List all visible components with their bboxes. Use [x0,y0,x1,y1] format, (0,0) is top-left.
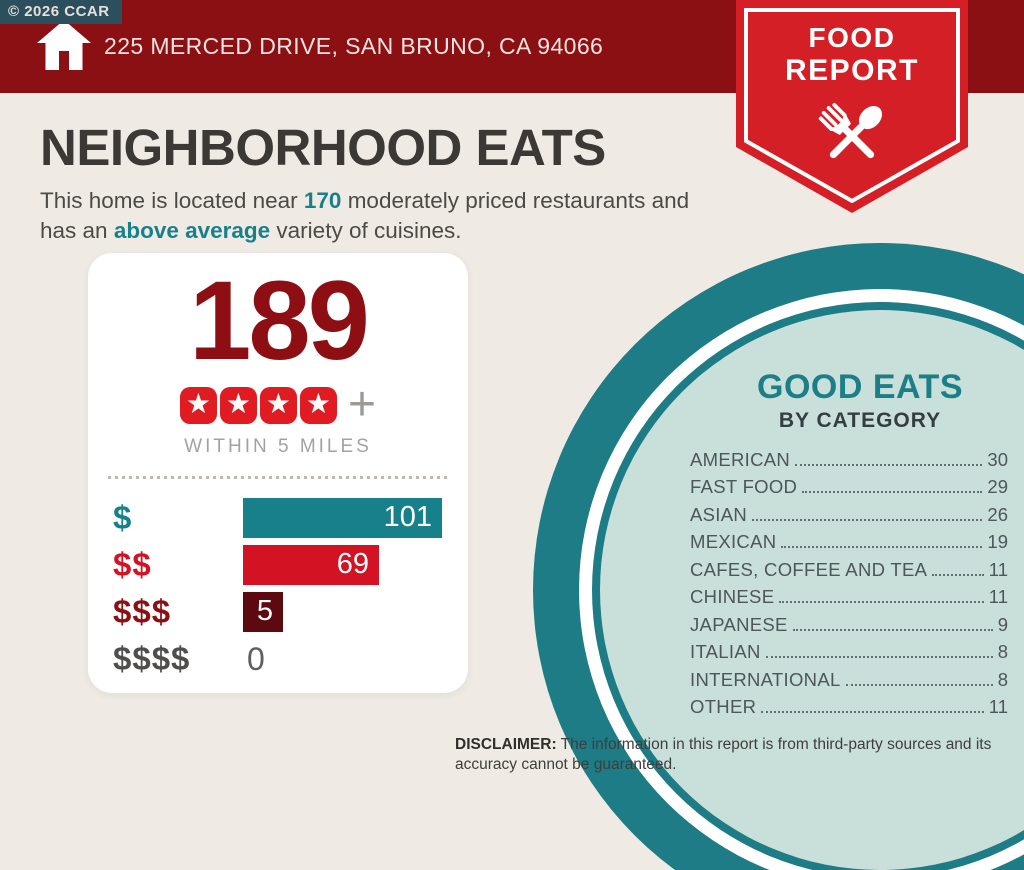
plus-icon: + [347,378,377,431]
category-value: 30 [987,448,1008,470]
good-eats-subtitle: BY CATEGORY [778,409,942,432]
restaurant-stats-card: 189 ★ ★ ★ ★ + WITHIN 5 MILES $101 $$ 69 $$$ 5 $$$… [88,253,468,693]
home-icon [36,17,92,75]
restaurant-count-highlight: 170 [303,188,342,213]
price-tier-label: $$$ [113,592,172,630]
category-value: 29 [987,476,1008,497]
ribbon-title-report: REPORT [784,54,919,87]
category-name: OTHER [690,696,757,717]
category-value: 11 [988,586,1008,607]
intro-line-2: has an above average variety of cuisines… [40,218,462,244]
dotted-leader [752,518,983,521]
category-name: ITALIAN [690,641,761,662]
bar-area: 101 [243,497,442,538]
good-eats-circle [600,310,1024,870]
food-report-ribbon: FOOD REPORT [736,0,968,215]
dotted-leader [795,463,983,466]
category-value: 8 [997,668,1008,690]
category-name: CAFES, COFFEE AND TEA [690,558,928,580]
price-tier-label: $$ [113,545,152,583]
spoon-fork-icon [736,94,968,183]
dotted-leader [845,683,993,686]
category-row: OTHER 11 [690,691,1008,719]
price-tier-label: $ [113,498,133,536]
category-name: CHINESE [690,586,775,607]
property-address: 225 MERCED DRIVE, SAN BRUNO, CA 94066 [104,33,604,59]
price-bar: 5 [243,591,283,632]
category-value: 11 [988,696,1008,717]
bar-area: 0 [243,639,442,679]
category-row: MEXICAN 19 [690,526,1008,554]
category-row: AMERICAN 30 [690,443,1008,471]
category-row: CAFES, COFFEE AND TEA 11 [690,553,1008,581]
dotted-leader [779,601,984,603]
good-eats-heading: GOOD EATS BY CATEGORY [640,368,1024,433]
category-name: AMERICAN [690,448,791,470]
dotted-leader [761,711,984,713]
disclaimer-text: DISCLAIMER: The information in this repo… [455,736,992,774]
radius-label: WITHIN 5 MILES [184,436,372,457]
star-icon: ★ [299,386,337,424]
variety-highlight: above average [113,218,271,244]
ribbon-title-food: FOOD [808,22,896,53]
category-value: 26 [987,503,1008,525]
price-bar: 101 [243,497,442,538]
category-value: 9 [997,613,1008,635]
category-name: JAPANESE [690,613,788,635]
category-row: ASIAN 26 [690,498,1008,526]
page-title: NEIGHBORHOOD EATS [40,119,606,176]
price-zero-value: 0 [247,640,265,677]
price-bar: 69 [243,544,379,585]
category-row: CHINESE 11 [690,581,1008,609]
category-list: AMERICAN 30 FAST FOOD 29 ASIAN 26 MEXICAN 19 CAF… [690,443,1008,718]
star-icon: ★ [219,386,257,424]
price-tier-bar-chart: $101 $$ 69 $$$ 5 $$$$ 0 [88,494,468,682]
price-row: $$ 69 [113,541,442,588]
bar-area: 69 [243,544,442,585]
category-name: MEXICAN [690,531,777,552]
dotted-leader [802,491,983,493]
category-row: JAPANESE 9 [690,608,1008,636]
disclaimer-label: DISCLAIMER: [455,736,557,753]
ribbon-shape [736,0,968,213]
copyright-badge: © 2026 CCAR [0,0,122,24]
category-row: INTERNATIONAL 8 [690,663,1008,691]
category-name: ASIAN [690,503,748,525]
total-restaurants-value: 189 [189,258,370,383]
star-icon: ★ [259,386,297,424]
category-value: 8 [997,641,1008,662]
category-value: 11 [988,558,1008,580]
intro-paragraph: This home is located near 170 moderately… [40,186,760,247]
good-eats-title: GOOD EATS [757,368,963,406]
intro-line-1: This home is located near 170 moderately… [40,188,690,213]
price-row: $$$$ 0 [113,635,442,682]
category-row: ITALIAN 8 [690,636,1008,664]
category-name: INTERNATIONAL [690,668,841,690]
dashed-divider [108,476,448,479]
rating-stars: ★ ★ ★ ★ + [88,381,468,429]
category-value: 19 [987,531,1008,552]
dotted-leader [932,573,984,576]
category-name: FAST FOOD [690,476,798,497]
dotted-leader [765,656,993,658]
dotted-leader [781,546,983,548]
star-icon: ★ [179,386,217,424]
dotted-leader [792,628,993,631]
price-row: $$$ 5 [113,588,442,635]
price-tier-label: $$$$ [113,639,191,677]
category-row: FAST FOOD 29 [690,471,1008,499]
price-row: $101 [113,494,442,541]
bar-area: 5 [243,591,442,632]
